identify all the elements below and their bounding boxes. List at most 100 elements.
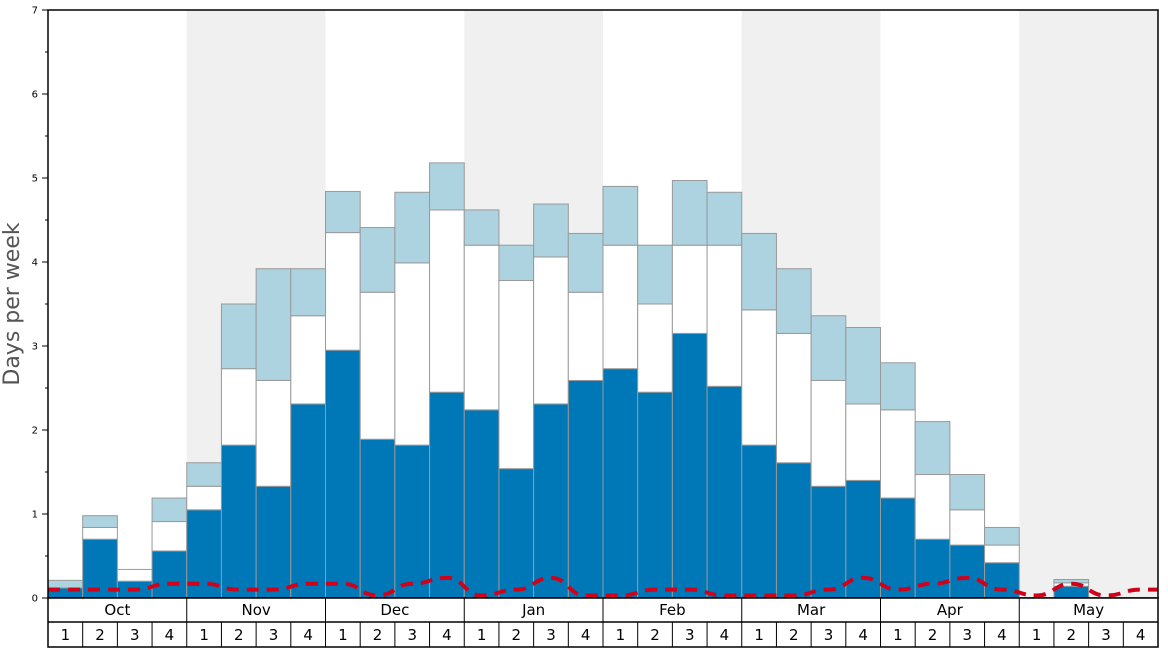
bar-segment-s0-w19 bbox=[671, 332, 708, 599]
dashed-line-series-0 bbox=[47, 575, 1158, 598]
month-label-nov: Nov bbox=[241, 601, 270, 619]
bar-segment-s0-w12 bbox=[429, 391, 465, 599]
bar-segment-s1-w16 bbox=[567, 291, 604, 381]
bar-segment-s2-w24 bbox=[845, 327, 881, 405]
bar-segment-s1-w19 bbox=[671, 244, 708, 334]
week-label-jan-2: 2 bbox=[512, 626, 522, 644]
bar-segment-s2-w28 bbox=[984, 526, 1020, 546]
bar-segment-s2-w7 bbox=[255, 268, 292, 381]
bar-segment-s0-w6 bbox=[220, 444, 257, 599]
bar-segment-s1-w21 bbox=[741, 309, 777, 446]
month-band-may bbox=[1019, 10, 1158, 598]
bar-segment-s1-w8 bbox=[290, 315, 326, 405]
y-tick-label-3: 3 bbox=[32, 342, 38, 353]
bar-segment-s1-w25 bbox=[880, 409, 916, 499]
bar-segment-s2-w26 bbox=[914, 421, 951, 476]
x-axis: Oct 1 2 3 4 Nov 1 2 3 4 Dec 1 2 3 4 Jan 1 2 3 4 Feb 1 2 3 4 Mar 1 2… bbox=[47, 597, 1159, 648]
bar-segment-s0-w22 bbox=[775, 462, 812, 599]
bar-segment-s2-w12 bbox=[429, 162, 465, 211]
bar-segment-s1-w5 bbox=[186, 485, 222, 511]
week-label-oct-1: 1 bbox=[61, 626, 71, 644]
y-tick-label-5: 5 bbox=[32, 174, 38, 185]
bar-segment-s0-w13 bbox=[463, 409, 500, 599]
bar-segment-s2-w11 bbox=[394, 191, 431, 264]
bar-segment-s0-w25 bbox=[880, 497, 916, 599]
week-label-dec-2: 2 bbox=[373, 626, 383, 644]
week-label-jan-4: 4 bbox=[581, 626, 591, 644]
bar-segment-s0-w26 bbox=[914, 538, 951, 599]
y-tick-label-7: 7 bbox=[32, 6, 38, 17]
bar-segment-s2-w18 bbox=[637, 244, 673, 305]
bar-segment-s2-w25 bbox=[880, 362, 916, 411]
bar-segment-s0-w4 bbox=[151, 550, 188, 599]
bar-segment-s0-w14 bbox=[498, 468, 535, 599]
bar-segment-s1-w10 bbox=[359, 291, 396, 440]
bar-segment-s0-w21 bbox=[741, 444, 777, 599]
bar-segment-s0-w10 bbox=[359, 438, 396, 599]
bar-segment-s1-w13 bbox=[463, 244, 500, 411]
month-label-mar: Mar bbox=[797, 601, 826, 619]
bar-segment-s1-w22 bbox=[775, 332, 812, 464]
bar-segment-s2-w5 bbox=[186, 462, 222, 487]
week-label-apr-2: 2 bbox=[928, 626, 938, 644]
bar-segment-s1-w15 bbox=[533, 256, 569, 405]
month-label-oct: Oct bbox=[104, 601, 130, 619]
bar-segment-s1-w4 bbox=[151, 521, 188, 552]
bar-segment-s1-w11 bbox=[394, 262, 431, 446]
week-label-feb-4: 4 bbox=[720, 626, 730, 644]
bar-segment-s0-w16 bbox=[567, 379, 604, 599]
y-tick-label-2: 2 bbox=[32, 426, 38, 437]
bar-segment-s2-w10 bbox=[359, 227, 396, 293]
bar-segment-s2-w16 bbox=[567, 232, 604, 293]
bar-segment-s0-w28 bbox=[984, 562, 1020, 599]
bar-segment-s1-w28 bbox=[984, 544, 1020, 564]
week-label-nov-3: 3 bbox=[269, 626, 279, 644]
week-label-nov-1: 1 bbox=[199, 626, 209, 644]
week-label-mar-3: 3 bbox=[824, 626, 834, 644]
bar-segment-s1-w23 bbox=[810, 379, 847, 487]
bar-segment-s0-w17 bbox=[602, 368, 639, 599]
y-tick-label-1: 1 bbox=[32, 510, 38, 521]
week-label-dec-1: 1 bbox=[338, 626, 348, 644]
bar-segment-s2-w6 bbox=[220, 303, 257, 370]
week-label-jan-1: 1 bbox=[477, 626, 487, 644]
week-label-may-1: 1 bbox=[1032, 626, 1042, 644]
bar-segment-s2-w23 bbox=[810, 315, 847, 381]
y-tick-label-4: 4 bbox=[32, 258, 38, 269]
bar-segment-s0-w23 bbox=[810, 485, 847, 599]
month-label-may: May bbox=[1073, 601, 1104, 619]
week-label-may-3: 3 bbox=[1101, 626, 1111, 644]
bars-layer bbox=[47, 162, 1090, 599]
week-label-feb-3: 3 bbox=[685, 626, 695, 644]
bar-segment-s2-w15 bbox=[533, 203, 569, 258]
bar-segment-s1-w6 bbox=[220, 368, 257, 446]
week-label-feb-2: 2 bbox=[650, 626, 660, 644]
bar-segment-s0-w7 bbox=[255, 485, 292, 599]
week-label-apr-1: 1 bbox=[893, 626, 903, 644]
bar-segment-s2-w20 bbox=[706, 191, 743, 246]
week-label-may-4: 4 bbox=[1136, 626, 1146, 644]
y-tick-label-6: 6 bbox=[32, 90, 38, 101]
bar-segment-s1-w2 bbox=[82, 526, 118, 540]
week-label-apr-3: 3 bbox=[962, 626, 972, 644]
bar-segment-s0-w20 bbox=[706, 385, 743, 599]
month-label-apr: Apr bbox=[937, 601, 964, 619]
bar-segment-s0-w15 bbox=[533, 403, 569, 599]
week-label-feb-1: 1 bbox=[616, 626, 626, 644]
bar-segment-s2-w22 bbox=[775, 268, 812, 334]
bar-segment-s1-w24 bbox=[845, 403, 881, 481]
week-label-apr-4: 4 bbox=[997, 626, 1007, 644]
bar-segment-s2-w8 bbox=[290, 268, 326, 317]
week-label-dec-4: 4 bbox=[442, 626, 452, 644]
y-axis: 0 1 2 3 4 5 6 7 bbox=[32, 6, 48, 605]
bar-segment-s2-w2 bbox=[82, 515, 118, 528]
bar-segment-s0-w11 bbox=[394, 444, 431, 599]
week-label-mar-4: 4 bbox=[858, 626, 868, 644]
week-label-jan-3: 3 bbox=[546, 626, 556, 644]
bar-segment-s2-w27 bbox=[949, 474, 986, 511]
bar-segment-s1-w3 bbox=[116, 568, 153, 582]
bar-segment-s2-w1 bbox=[47, 579, 84, 589]
bar-segment-s2-w21 bbox=[741, 232, 777, 311]
bar-segment-s2-w4 bbox=[151, 497, 188, 523]
bar-segment-s2-w14 bbox=[498, 244, 535, 281]
